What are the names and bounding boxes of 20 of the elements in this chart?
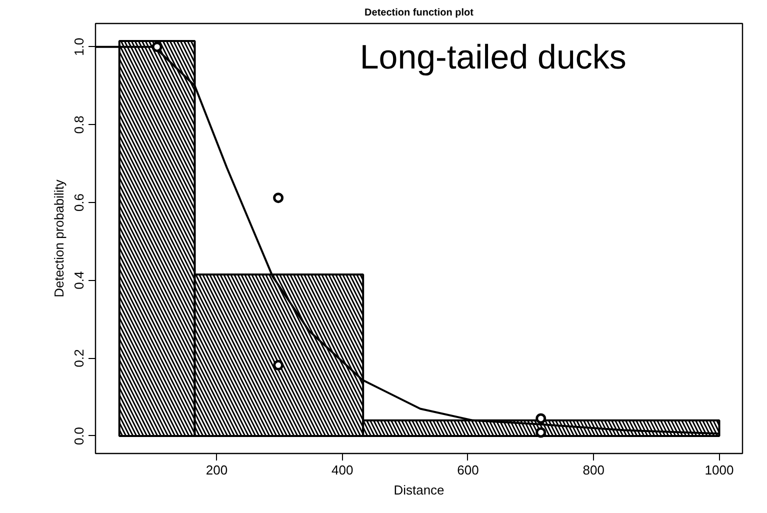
y-tick-label: 1.0 bbox=[72, 38, 86, 56]
y-tick-label: 0.8 bbox=[72, 116, 86, 134]
y-tick-label: 0.0 bbox=[72, 426, 86, 446]
y-axis-title: Detection probability bbox=[52, 179, 66, 298]
x-axis-title: Distance bbox=[394, 482, 444, 498]
x-tick-label: 400 bbox=[332, 462, 354, 478]
annotation: Long-tailed ducks bbox=[360, 38, 626, 76]
point bbox=[536, 413, 546, 424]
y-tick-label: 0.2 bbox=[72, 349, 86, 368]
x-tick-label: 800 bbox=[582, 462, 604, 478]
point bbox=[273, 360, 284, 370]
point bbox=[273, 192, 284, 204]
x-tick-label: 1000 bbox=[704, 462, 734, 478]
point bbox=[152, 42, 162, 52]
chart-title: Detection function plot bbox=[364, 8, 474, 18]
point bbox=[536, 427, 546, 438]
y-tick-label: 0.4 bbox=[72, 271, 86, 290]
y-tick-label: 0.6 bbox=[72, 193, 86, 212]
x-tick-label: 600 bbox=[457, 462, 479, 478]
x-tick-label: 200 bbox=[206, 462, 228, 478]
